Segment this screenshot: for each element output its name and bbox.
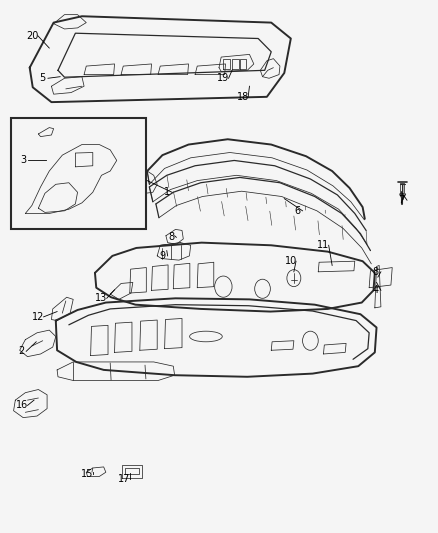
Text: 8: 8 xyxy=(168,232,174,243)
Text: 4: 4 xyxy=(373,285,379,295)
Text: 12: 12 xyxy=(32,312,45,322)
Text: 1: 1 xyxy=(164,187,170,197)
Text: 20: 20 xyxy=(27,31,39,41)
Text: 16: 16 xyxy=(16,400,28,410)
Text: 15: 15 xyxy=(81,470,94,479)
Text: 9: 9 xyxy=(159,251,166,261)
Text: 18: 18 xyxy=(237,92,249,102)
Text: 17: 17 xyxy=(118,474,131,483)
Text: 13: 13 xyxy=(95,293,108,303)
Text: 10: 10 xyxy=(285,256,297,266)
Text: 2: 2 xyxy=(18,346,24,357)
Text: 19: 19 xyxy=(217,73,230,83)
Text: 3: 3 xyxy=(20,156,26,165)
Text: 6: 6 xyxy=(294,206,300,216)
Text: 5: 5 xyxy=(39,73,46,83)
Text: 7: 7 xyxy=(399,195,405,205)
Text: 8: 8 xyxy=(373,267,379,277)
Text: 11: 11 xyxy=(317,240,329,251)
Bar xyxy=(11,118,146,229)
